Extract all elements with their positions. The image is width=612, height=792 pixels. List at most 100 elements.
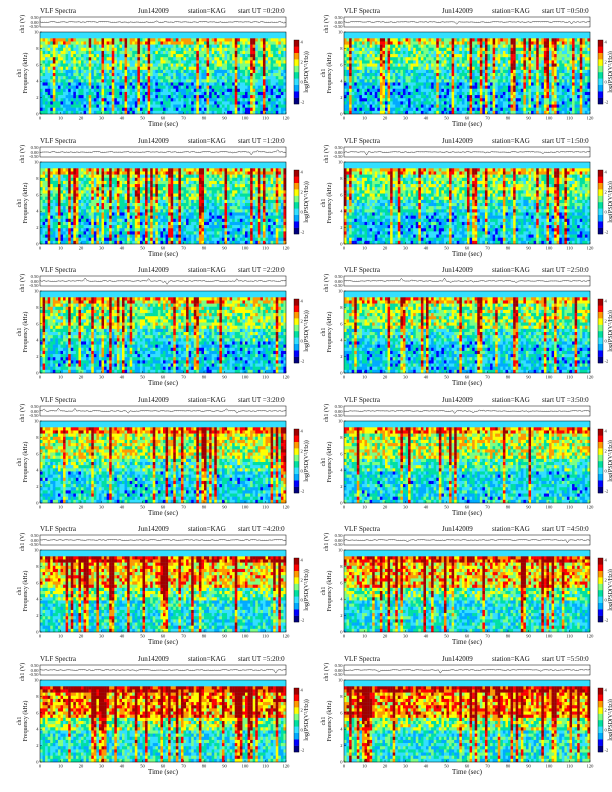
spectrogram-cell [273, 88, 276, 93]
spectrogram-cell [191, 98, 194, 102]
spectrogram-cell [255, 69, 258, 74]
spectrogram-cell [346, 76, 350, 80]
spectrogram-cell [351, 98, 355, 102]
spectrogram-cell [81, 32, 84, 36]
spectrogram-cell [554, 76, 557, 80]
spectrogram-cell [405, 54, 409, 58]
spectrogram-cell [523, 69, 527, 74]
spectrogram-cell [518, 47, 521, 52]
spectrogram-cell [505, 60, 509, 64]
spectrogram-cell [587, 101, 591, 105]
spectrogram-cell [40, 88, 43, 93]
spectrogram-cell [139, 60, 143, 64]
spectrogram-cell [40, 35, 43, 39]
spectrogram-cell [382, 101, 386, 105]
spectrogram-cell [533, 50, 537, 55]
spectrogram-cell [515, 57, 519, 61]
spectrogram-cell [559, 35, 562, 39]
spectrogram-cell [111, 95, 115, 99]
spectrogram-cell [178, 91, 182, 96]
spectrogram-cell [73, 63, 77, 67]
spectrogram-cell [152, 66, 156, 70]
spectrogram-cell [145, 101, 148, 105]
colorbar-segment [294, 40, 299, 47]
spectrogram-cell [461, 41, 465, 45]
spectrogram-cell [551, 79, 555, 83]
spectrogram-cell [106, 82, 110, 86]
spectrogram-cell [543, 44, 547, 48]
spectrogram-cell [525, 63, 529, 67]
spectrogram-cell [536, 60, 539, 64]
spectrogram-cell [211, 32, 215, 36]
spectrogram-cell [474, 101, 478, 105]
spectrogram-cell [180, 107, 184, 111]
spectrogram-cell [191, 88, 194, 93]
spectrogram-cell [209, 38, 212, 42]
spectrogram-cell [551, 47, 555, 52]
spectrogram-cell [180, 63, 184, 67]
spectrogram-cell [68, 110, 71, 115]
spectrogram-cell [234, 73, 238, 77]
spectrogram-cell [160, 60, 164, 64]
spectrogram-cell [239, 35, 243, 39]
spectrogram-cell [533, 38, 537, 42]
spectrogram-cell [569, 104, 573, 108]
spectrogram-cell [561, 76, 565, 80]
spectrogram-cell [124, 91, 128, 96]
spectrogram-cell [415, 82, 419, 86]
spectrogram-cell [374, 57, 378, 61]
spectrogram-cell [385, 104, 388, 108]
spectrogram-cell [224, 88, 228, 93]
spectrogram-cell [237, 104, 241, 108]
spectrogram-cell [487, 104, 491, 108]
spectrogram-cell [81, 41, 84, 45]
spectrogram-cell [40, 104, 43, 108]
spectrogram-cell [426, 88, 429, 93]
spectrogram-cell [484, 54, 488, 58]
spectrogram-cell [513, 79, 516, 83]
spectrogram-cell [356, 98, 360, 102]
spectrogram-cell [449, 98, 452, 102]
spectrogram-cell [543, 69, 547, 74]
spectrogram-cell [518, 69, 521, 74]
spectrogram-cell [78, 54, 82, 58]
spectrogram-cell [193, 57, 197, 61]
spectrogram-cell [584, 91, 588, 96]
spectrogram-cell [449, 38, 452, 42]
spectrogram-cell [584, 38, 588, 42]
spectrogram-cell [508, 104, 511, 108]
spectrogram-cell [122, 85, 125, 89]
spectrogram-cell [431, 95, 434, 99]
spectrogram-cell [484, 47, 488, 52]
spectrogram-cell [495, 41, 498, 45]
spectrogram-cell [191, 38, 194, 42]
spectrogram-cell [420, 73, 424, 77]
spectrogram-cell [392, 47, 396, 52]
spectrogram-cell [260, 73, 264, 77]
spectrogram-cell [193, 98, 197, 102]
spectrogram-cell [579, 98, 583, 102]
spectrogram-cell [78, 110, 82, 115]
spectrogram-cell [116, 47, 120, 52]
spectrogram-cell [405, 95, 409, 99]
spectrogram-cell [500, 57, 504, 61]
spectrogram-cell [214, 44, 217, 48]
spectrogram-cell [168, 60, 171, 64]
spectrogram-cell [397, 41, 401, 45]
spectrogram-cell [147, 107, 151, 111]
spectrogram-cell [201, 85, 205, 89]
spectrogram-cell [477, 69, 480, 74]
spectrogram-cell [270, 79, 274, 83]
spectrogram-cell [155, 79, 159, 83]
spectrogram-cell [556, 76, 560, 80]
spectrogram-cell [137, 38, 141, 42]
spectrogram-cell [86, 73, 89, 77]
spectrogram-cell [106, 47, 110, 52]
spectrogram-cell [367, 41, 370, 45]
spectrogram-cell [361, 98, 365, 102]
spectrogram-cell [86, 41, 89, 45]
spectrogram-cell [101, 54, 105, 58]
freq-tick-label: 4 [36, 79, 39, 84]
spectrogram-cell [364, 104, 368, 108]
spectrogram-cell [109, 110, 112, 115]
